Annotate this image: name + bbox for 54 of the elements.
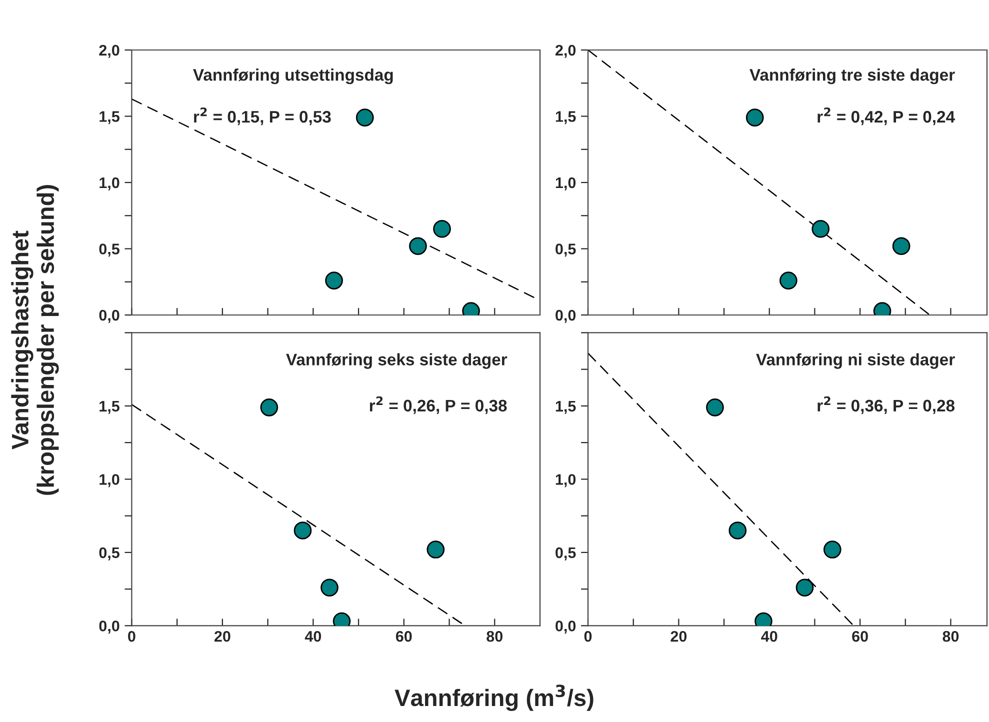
y-tick-label: 0,0 (556, 310, 576, 323)
text: Vannføring ni siste dager (756, 353, 955, 369)
point (812, 220, 830, 238)
y-tick-label: 0,5 (556, 244, 576, 257)
y-tick-label: 2,0 (99, 44, 120, 58)
x-tick-label: 40 (304, 630, 322, 642)
y-tick-label: 1,5 (556, 111, 576, 124)
point (426, 540, 445, 558)
x-tick-label: 60 (396, 630, 412, 642)
point (294, 522, 312, 540)
point (356, 108, 374, 126)
x-tick-label: 20 (214, 630, 230, 642)
point (409, 237, 427, 256)
y-tick-label: 2,0 (555, 44, 576, 58)
point (325, 272, 343, 290)
point (796, 578, 814, 597)
point (320, 578, 338, 597)
y-tick-label: 1,0 (100, 177, 120, 190)
y-tick-label: 1,5 (556, 400, 576, 414)
annotation: r$^{2}$ = 0,15, P = 0,53 (194, 108, 331, 126)
y-tick-label: 0,0 (99, 310, 120, 323)
y-tick-label: 0,5 (556, 547, 576, 560)
y-tick-label: 1,0 (100, 474, 120, 488)
x-tick-label: 20 (670, 630, 687, 642)
point (746, 108, 764, 126)
point (892, 237, 910, 256)
x-tick-label: 0 (584, 630, 592, 642)
point (706, 398, 724, 416)
annotation: r$^{2}$ = 0,42, P = 0,24 (818, 108, 955, 126)
text: Vannføring tre siste dager (750, 68, 955, 84)
text: Vannføring seks siste dager (286, 353, 508, 369)
annotation: r$^{2}$ = 0,36, P = 0,28 (818, 396, 955, 414)
point (260, 398, 278, 416)
y-tick-label: 1,0 (556, 177, 576, 190)
y-tick-label: 1,5 (100, 400, 120, 414)
x-axis-title: Vannføring (m$^{3}$/s) (394, 684, 594, 711)
point (823, 540, 842, 558)
y-tick-label: 0,5 (99, 244, 120, 257)
annotation: r$^{2}$ = 0,26, P = 0,38 (370, 396, 507, 414)
x-tick-label: 60 (852, 630, 868, 642)
y-tick-label: 0,0 (99, 620, 120, 634)
x-tick-label: 80 (942, 630, 959, 642)
y-axis-title: Vandringshastighet (kroppslengder per sekund) (11, 185, 59, 495)
point (779, 272, 798, 290)
y-tick-label: 0,0 (556, 620, 576, 634)
x-tick-label: 0 (128, 630, 136, 642)
y-tick-label: 0,5 (99, 547, 120, 560)
y-tick-label: 1,0 (556, 474, 576, 488)
text: Vannføring utsettingsdag (193, 68, 393, 84)
point (433, 220, 451, 238)
point (728, 522, 747, 540)
y-tick-label: 1,5 (100, 111, 120, 124)
x-tick-label: 80 (486, 630, 503, 642)
x-tick-label: 40 (761, 630, 778, 642)
